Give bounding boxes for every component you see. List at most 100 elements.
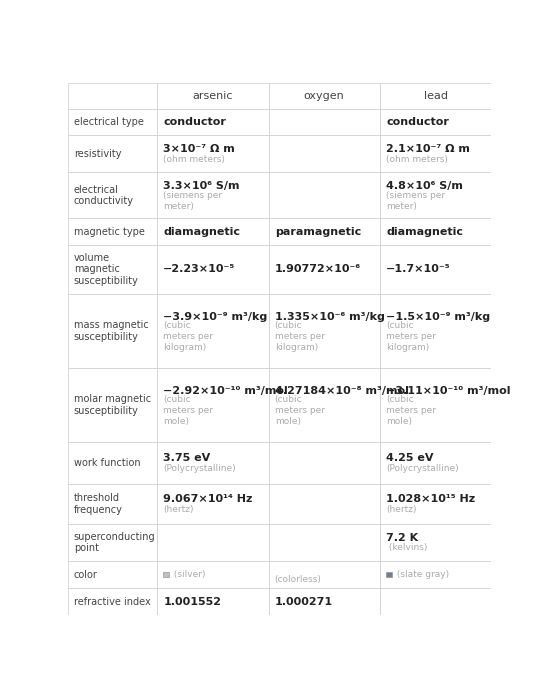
Bar <box>68 484 157 524</box>
Text: (kelvins): (kelvins) <box>386 543 428 552</box>
Text: volume
magnetic
susceptibility: volume magnetic susceptibility <box>74 253 139 286</box>
Text: (ohm meters): (ohm meters) <box>386 155 448 164</box>
Bar <box>380 294 491 368</box>
Text: diamagnetic: diamagnetic <box>386 227 463 237</box>
Text: conductor: conductor <box>163 117 226 127</box>
Bar <box>68 442 157 484</box>
Bar <box>269 245 380 294</box>
Text: mass magnetic
susceptibility: mass magnetic susceptibility <box>74 320 149 341</box>
Text: (silver): (silver) <box>171 570 205 579</box>
Bar <box>269 135 380 173</box>
Bar <box>380 108 491 135</box>
Bar <box>380 484 491 524</box>
Bar <box>269 442 380 484</box>
Text: (siemens per
meter): (siemens per meter) <box>163 191 222 211</box>
Bar <box>269 294 380 368</box>
Bar <box>68 135 157 173</box>
Bar <box>68 294 157 368</box>
Text: (hertz): (hertz) <box>386 504 417 513</box>
Bar <box>380 173 491 218</box>
Text: 1.90772×10⁻⁶: 1.90772×10⁻⁶ <box>275 265 361 274</box>
Bar <box>68 218 157 245</box>
Text: (cubic
meters per
mole): (cubic meters per mole) <box>163 395 213 426</box>
Bar <box>269 561 380 588</box>
Text: 1.000271: 1.000271 <box>275 596 333 607</box>
Text: magnetic type: magnetic type <box>74 227 145 237</box>
Text: lead: lead <box>424 91 448 101</box>
Text: threshold
frequency: threshold frequency <box>74 493 122 515</box>
Text: (cubic
meters per
mole): (cubic meters per mole) <box>386 395 436 426</box>
Bar <box>157 561 269 588</box>
Text: superconducting
point: superconducting point <box>74 532 155 553</box>
Text: 1.028×10¹⁵ Hz: 1.028×10¹⁵ Hz <box>386 494 475 504</box>
Bar <box>157 484 269 524</box>
Text: paramagnetic: paramagnetic <box>275 227 361 237</box>
Text: 2.1×10⁻⁷ Ω m: 2.1×10⁻⁷ Ω m <box>386 144 470 155</box>
Text: 9.067×10¹⁴ Hz: 9.067×10¹⁴ Hz <box>163 494 253 504</box>
Bar <box>380 218 491 245</box>
Text: (hertz): (hertz) <box>163 504 194 513</box>
Bar <box>380 442 491 484</box>
Text: work function: work function <box>74 457 140 468</box>
Text: diamagnetic: diamagnetic <box>163 227 240 237</box>
Bar <box>269 83 380 108</box>
Bar <box>68 83 157 108</box>
Bar <box>163 572 169 577</box>
Text: resistivity: resistivity <box>74 149 121 159</box>
Bar <box>269 588 380 615</box>
Text: electrical
conductivity: electrical conductivity <box>74 184 134 206</box>
Bar <box>386 572 391 577</box>
Bar <box>380 245 491 294</box>
Bar <box>157 135 269 173</box>
Text: oxygen: oxygen <box>304 91 345 101</box>
Text: conductor: conductor <box>386 117 449 127</box>
Bar <box>157 294 269 368</box>
Bar <box>269 524 380 561</box>
Text: (Polycrystalline): (Polycrystalline) <box>386 464 459 473</box>
Bar <box>157 108 269 135</box>
Bar <box>269 173 380 218</box>
Text: (cubic
meters per
kilogram): (cubic meters per kilogram) <box>275 321 325 352</box>
Bar <box>380 135 491 173</box>
Bar <box>269 484 380 524</box>
Text: (Polycrystalline): (Polycrystalline) <box>163 464 236 473</box>
Bar <box>68 561 157 588</box>
Text: color: color <box>74 569 98 580</box>
Text: 4.25 eV: 4.25 eV <box>386 453 434 463</box>
Bar <box>157 588 269 615</box>
Text: 3.75 eV: 3.75 eV <box>163 453 211 463</box>
Text: 3.3×10⁶ S/m: 3.3×10⁶ S/m <box>163 181 240 191</box>
Bar <box>157 524 269 561</box>
Bar <box>380 368 491 442</box>
Text: electrical type: electrical type <box>74 117 144 127</box>
Bar <box>68 524 157 561</box>
Text: −1.7×10⁻⁵: −1.7×10⁻⁵ <box>386 265 451 274</box>
Bar <box>380 561 491 588</box>
Bar <box>157 442 269 484</box>
Bar <box>68 368 157 442</box>
Text: 1.335×10⁻⁶ m³/kg: 1.335×10⁻⁶ m³/kg <box>275 312 384 322</box>
Bar <box>157 368 269 442</box>
Text: 3×10⁻⁷ Ω m: 3×10⁻⁷ Ω m <box>163 144 235 155</box>
Bar <box>68 588 157 615</box>
Bar <box>269 368 380 442</box>
Text: 4.8×10⁶ S/m: 4.8×10⁶ S/m <box>386 181 463 191</box>
Text: 1.001552: 1.001552 <box>163 596 221 607</box>
Bar <box>157 83 269 108</box>
Bar <box>380 524 491 561</box>
Text: (siemens per
meter): (siemens per meter) <box>386 191 446 211</box>
Bar <box>269 108 380 135</box>
Bar <box>68 173 157 218</box>
Bar <box>269 218 380 245</box>
Text: 7.2 K: 7.2 K <box>386 533 418 543</box>
Text: 4.27184×10⁻⁸ m³/mol: 4.27184×10⁻⁸ m³/mol <box>275 386 408 397</box>
Text: −1.5×10⁻⁹ m³/kg: −1.5×10⁻⁹ m³/kg <box>386 312 490 322</box>
Text: (cubic
meters per
mole): (cubic meters per mole) <box>275 395 325 426</box>
Bar <box>380 83 491 108</box>
Bar <box>380 588 491 615</box>
Text: −3.11×10⁻¹⁰ m³/mol: −3.11×10⁻¹⁰ m³/mol <box>386 386 511 397</box>
Bar <box>157 245 269 294</box>
Text: (slate gray): (slate gray) <box>394 570 449 579</box>
Text: −2.23×10⁻⁵: −2.23×10⁻⁵ <box>163 265 235 274</box>
Text: (ohm meters): (ohm meters) <box>163 155 225 164</box>
